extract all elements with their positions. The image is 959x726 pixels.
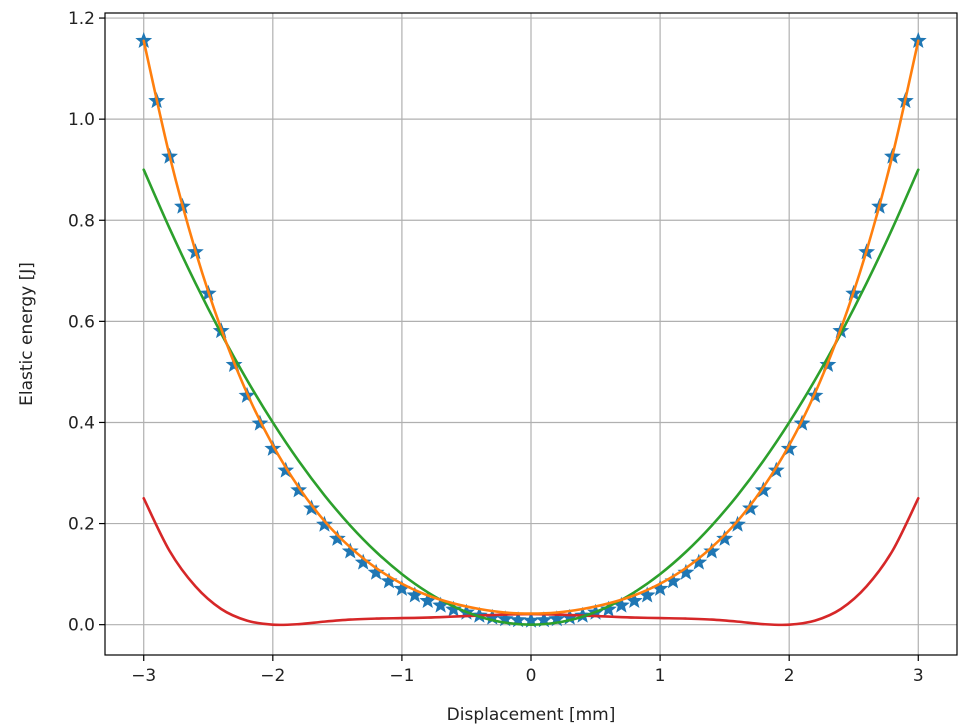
series-layer <box>135 31 927 628</box>
data-point <box>690 553 708 570</box>
x-axis-label: Displacement [mm] <box>447 705 616 725</box>
y-axis-label: Elastic energy [J] <box>17 262 37 406</box>
data-point <box>742 499 759 516</box>
y-tick-label: 0.6 <box>68 312 95 332</box>
data-point <box>703 542 721 559</box>
x-tick-label: 3 <box>913 666 924 686</box>
grid <box>105 13 957 655</box>
y-tick-label: 1.0 <box>68 110 95 130</box>
x-tick-label: 1 <box>655 666 666 686</box>
data-point <box>780 439 798 456</box>
data-point <box>354 553 372 570</box>
data-point <box>600 600 617 617</box>
ticks: −3 −2 −1 0 1 2 3 0.0 0.2 0.4 0.6 0.8 1.0 1.2 <box>68 9 924 686</box>
data-point <box>264 439 282 456</box>
data-point <box>445 600 462 617</box>
x-tick-label: 0 <box>526 666 537 686</box>
data-point <box>341 542 359 559</box>
data-point <box>677 563 695 580</box>
x-tick-label: −2 <box>260 666 285 686</box>
y-tick-label: 0.2 <box>68 515 95 535</box>
y-tick-label: 0.4 <box>68 413 95 433</box>
data-point <box>716 529 734 546</box>
y-tick-label: 0.0 <box>68 616 95 636</box>
series-line <box>142 168 920 626</box>
data-point <box>729 515 746 532</box>
y-tick-label: 1.2 <box>68 9 95 29</box>
data-point <box>303 499 320 516</box>
data-point <box>316 515 333 532</box>
series-line <box>142 39 920 615</box>
data-point <box>328 529 346 546</box>
x-tick-label: −3 <box>131 666 156 686</box>
x-tick-label: 2 <box>784 666 795 686</box>
data-point <box>367 563 385 580</box>
x-tick-label: −1 <box>389 666 414 686</box>
y-tick-label: 0.8 <box>68 211 95 231</box>
